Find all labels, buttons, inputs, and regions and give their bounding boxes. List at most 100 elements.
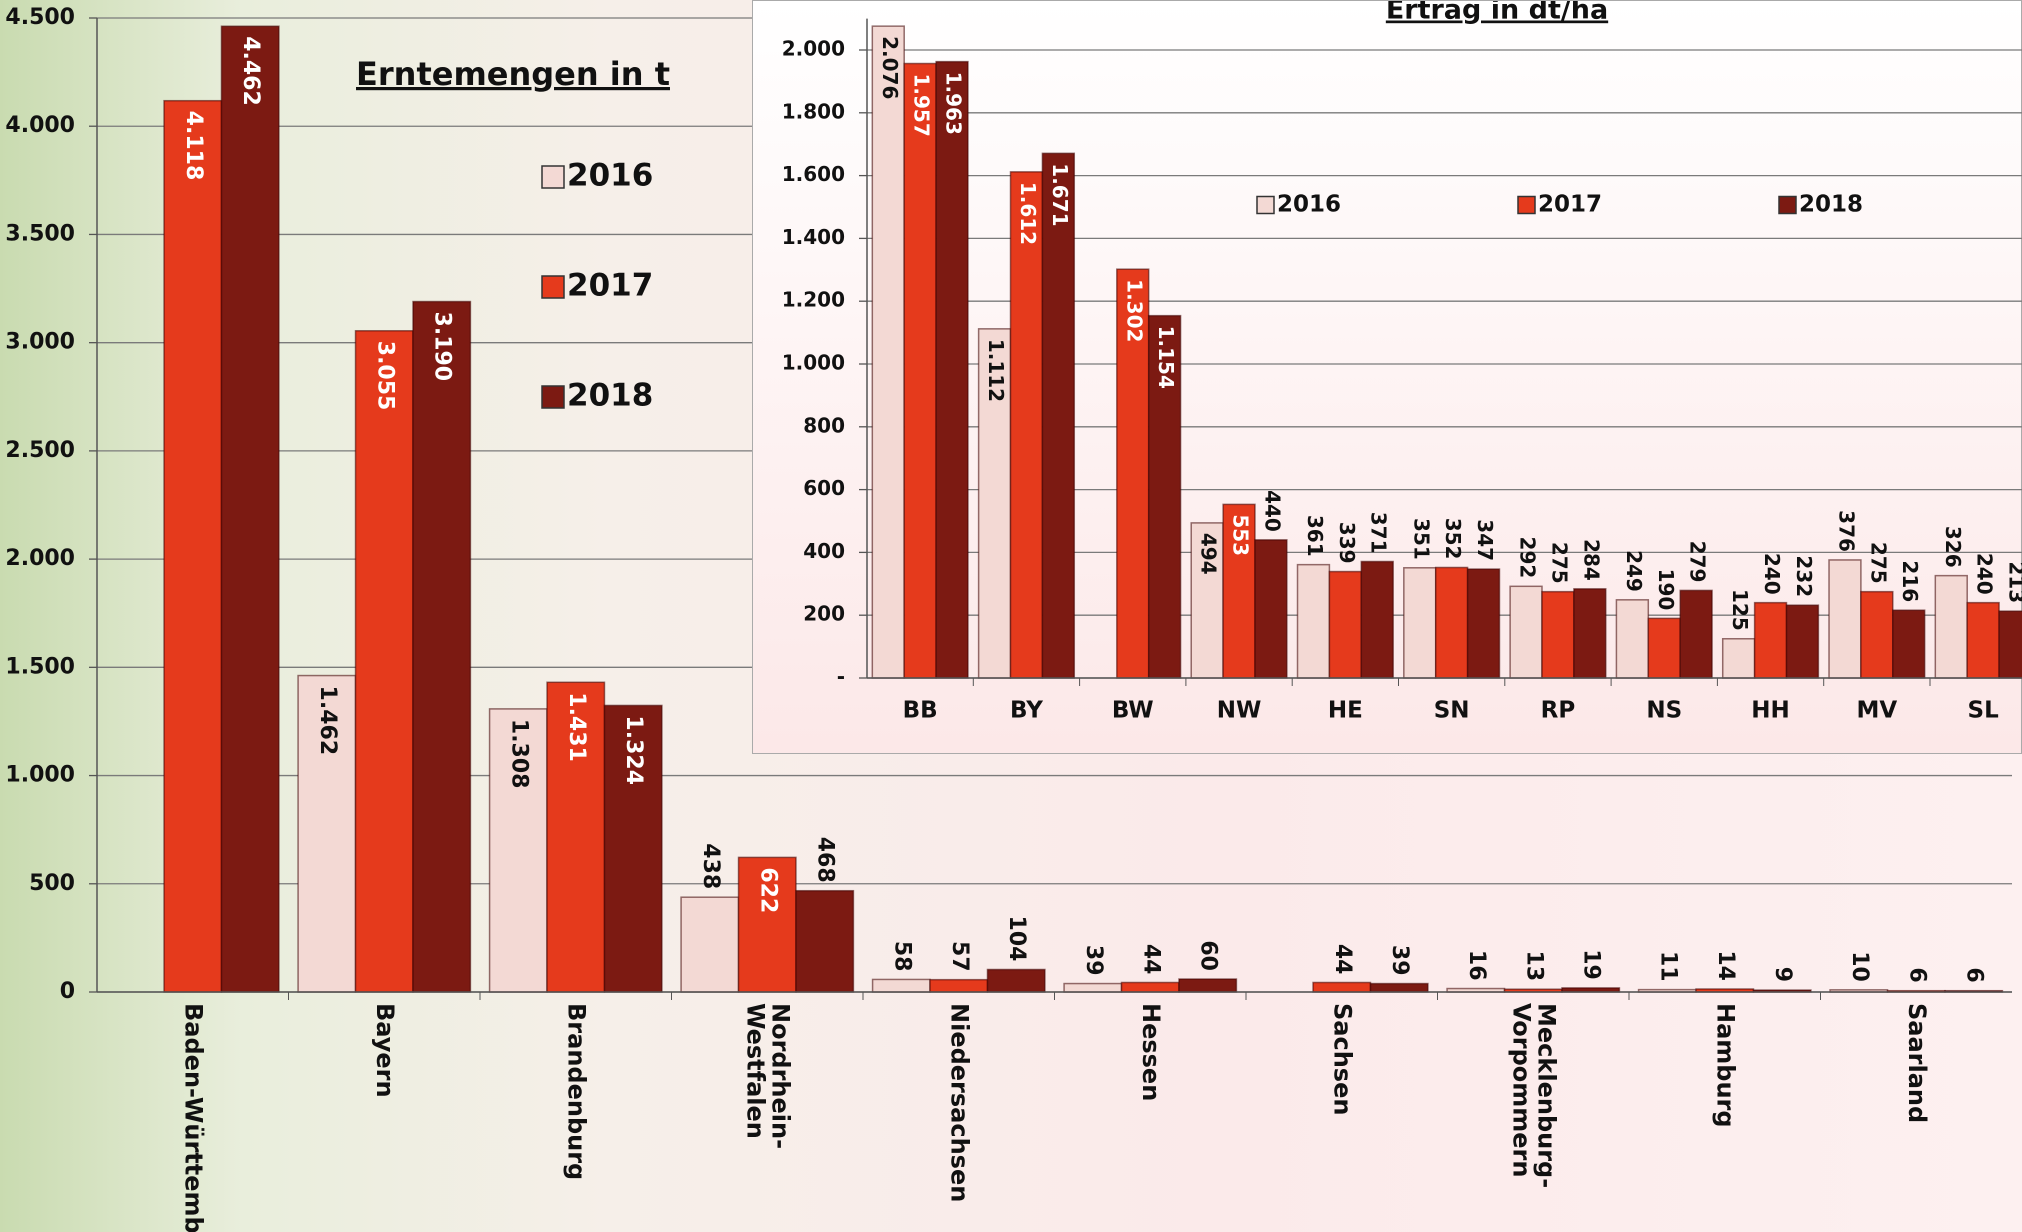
- bar: [412, 300, 472, 993]
- value-label: 39: [1081, 945, 1106, 976]
- value-label: 232: [1792, 555, 1816, 597]
- value-label: 1.963: [942, 72, 966, 135]
- bar: [220, 25, 280, 993]
- value-label: 213: [2005, 561, 2022, 603]
- value-label: 1.671: [1048, 163, 1072, 226]
- value-label: 438: [698, 843, 723, 889]
- bar: [1541, 590, 1575, 679]
- x-tick-label: Baden-Württemberg: [179, 1003, 208, 1232]
- bar: [929, 978, 989, 993]
- value-label: 279: [1686, 541, 1710, 583]
- bar: [354, 330, 414, 993]
- bar: [1860, 590, 1894, 679]
- value-label: 125: [1728, 589, 1752, 631]
- value-label: 284: [1579, 539, 1603, 581]
- x-tick-label: Hessen: [1136, 1003, 1165, 1102]
- bar: [1721, 638, 1756, 679]
- value-label: 6: [1904, 967, 1929, 982]
- value-label: 1.462: [315, 686, 340, 756]
- value-label: 339: [1335, 522, 1359, 564]
- value-label: 376: [1834, 510, 1858, 552]
- legend-swatch: [1517, 195, 1536, 215]
- bar: [1178, 978, 1238, 993]
- legend-swatch: [541, 275, 565, 299]
- value-label: 9: [1770, 967, 1795, 982]
- x-tick-label: Brandenburg: [562, 1003, 591, 1181]
- value-label: 13: [1521, 951, 1546, 982]
- legend-label: 2016: [1277, 192, 1341, 218]
- value-label: 275: [1547, 542, 1571, 584]
- value-label: 1.308: [506, 719, 531, 789]
- value-label: 361: [1303, 515, 1327, 557]
- x-tick-label: BW: [1112, 698, 1154, 724]
- yield-chart: Ertrag in dt/ha - 200 400 600 800 1.000 1.200 1…: [782, 0, 2022, 724]
- bar: [1615, 599, 1650, 679]
- y-tick-label: 1.800: [782, 99, 845, 123]
- bar: [1785, 604, 1820, 679]
- value-label: 39: [1387, 945, 1412, 976]
- chart-title: Erntemengen in t: [356, 55, 670, 93]
- legend-label: 2018: [567, 378, 653, 414]
- value-label: 240: [1760, 553, 1784, 595]
- value-label: 4.118: [181, 111, 206, 181]
- y-tick-label: 1.000: [5, 763, 75, 788]
- value-label: 326: [1941, 526, 1965, 568]
- y-tick-label: 500: [29, 871, 75, 896]
- bar: [680, 896, 740, 993]
- y-tick-label: 3.000: [5, 330, 75, 355]
- legend-label: 2018: [1799, 192, 1863, 218]
- bar: [1679, 589, 1713, 679]
- bar: [1998, 610, 2022, 679]
- value-label: 58: [889, 941, 914, 972]
- y-tick-label: 2.500: [5, 438, 75, 463]
- bar: [1647, 617, 1681, 679]
- value-label: 1.957: [910, 74, 934, 137]
- bar: [1892, 609, 1926, 679]
- bar: [1934, 574, 1968, 679]
- x-tick-label: NW: [1217, 698, 1262, 724]
- x-tick-label: BY: [1010, 698, 1043, 724]
- value-label: 4.462: [238, 36, 263, 106]
- bar: [163, 99, 223, 993]
- value-label: 3.055: [372, 341, 397, 411]
- value-label: 3.190: [430, 312, 455, 382]
- bar: [986, 968, 1046, 993]
- x-tick-label: SN: [1434, 698, 1470, 724]
- bar: [977, 328, 1012, 679]
- y-tick-label: 800: [803, 413, 845, 437]
- x-tick-label: Saarland: [1902, 1003, 1931, 1124]
- value-label: 275: [1866, 542, 1890, 584]
- bar: [1360, 560, 1394, 679]
- x-tick-label: RP: [1541, 698, 1576, 724]
- y-tick-label: 2.000: [5, 546, 75, 571]
- legend-swatch: [541, 165, 565, 189]
- y-tick-label: 400: [803, 539, 845, 563]
- value-label: 216: [1898, 560, 1922, 602]
- bar: [935, 60, 969, 679]
- yield-inset: Ertrag in dt/ha - 200 400 600 800 1.000 1.200 1…: [752, 0, 2022, 754]
- bar: [1009, 171, 1044, 679]
- y-tick-label: 1.400: [782, 225, 845, 249]
- value-label: 1.154: [1154, 326, 1178, 389]
- y-tick-label: 4.500: [5, 5, 75, 30]
- bar: [1966, 601, 2000, 679]
- x-tick-label: SL: [1968, 698, 2000, 724]
- y-tick-label: 1.000: [782, 351, 845, 375]
- value-label: 347: [1473, 519, 1497, 561]
- value-label: 240: [1973, 553, 1997, 595]
- value-label: 1.112: [984, 339, 1008, 402]
- value-label: 16: [1464, 950, 1489, 981]
- value-label: 351: [1409, 518, 1433, 560]
- x-tick-label: Niedersachsen: [945, 1003, 974, 1203]
- value-label: 2.076: [878, 36, 902, 99]
- x-tick-label: HH: [1751, 698, 1790, 724]
- value-label: 249: [1622, 550, 1646, 592]
- x-tick-label: Hamburg: [1711, 1003, 1740, 1128]
- value-label: 190: [1654, 569, 1678, 611]
- legend-label: 2017: [567, 268, 653, 304]
- bar: [1190, 522, 1224, 679]
- bar: [603, 704, 663, 993]
- bar: [1063, 982, 1123, 993]
- bar: [903, 62, 937, 679]
